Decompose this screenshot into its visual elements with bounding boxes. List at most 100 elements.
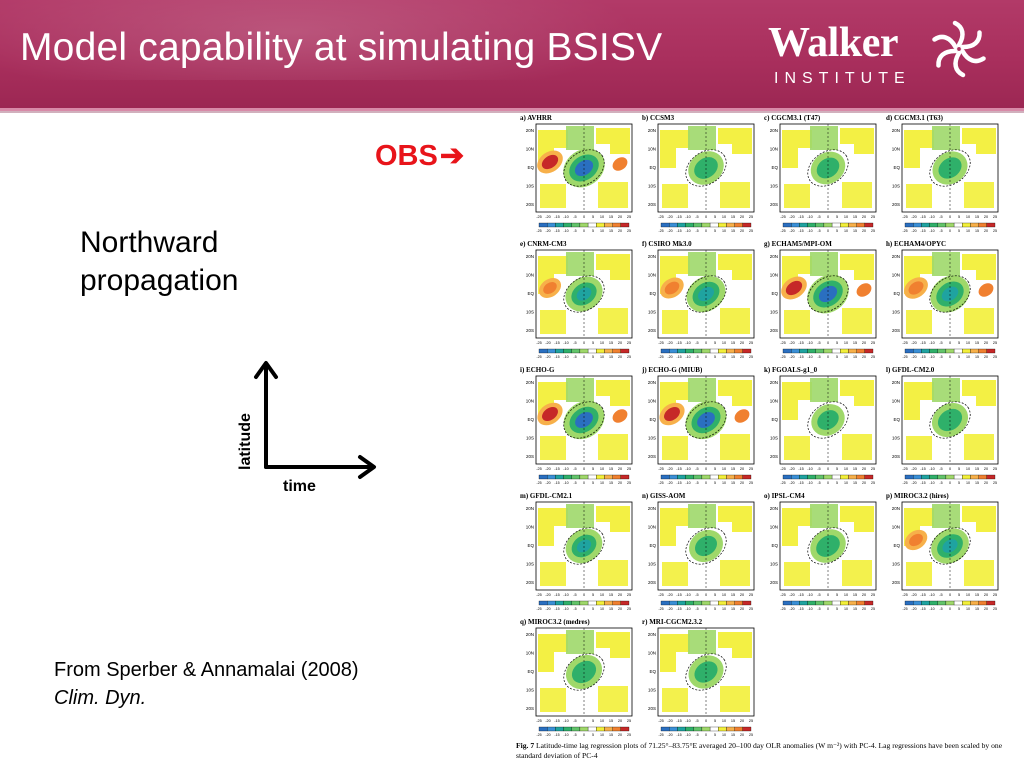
colorbar-tick: 10 bbox=[722, 607, 726, 611]
colorbar-tick: -20 bbox=[545, 355, 550, 359]
x-tick-label: -10 bbox=[563, 719, 569, 723]
y-tick-label: 20N bbox=[892, 380, 900, 385]
colorbar-tick: 20 bbox=[618, 229, 622, 233]
colorbar-swatch bbox=[620, 726, 630, 732]
colorbar-tick: -25 bbox=[536, 607, 541, 611]
yellow-patch bbox=[784, 436, 810, 460]
yellow-patch bbox=[598, 434, 628, 460]
colorbar-tick: -5 bbox=[695, 481, 698, 485]
colorbar-tick: 0 bbox=[583, 607, 585, 611]
obs-text: OBS bbox=[375, 140, 438, 172]
colorbar-tick: 10 bbox=[844, 481, 848, 485]
anomaly-mid bbox=[816, 157, 840, 179]
y-tick-label: EQ bbox=[649, 543, 656, 548]
y-tick-label: 20S bbox=[892, 202, 900, 207]
colorbar-tick: -15 bbox=[798, 229, 803, 233]
y-tick-label: 10S bbox=[526, 688, 534, 693]
y-tick-label: 20N bbox=[648, 632, 656, 637]
colorbar-tick: -5 bbox=[939, 607, 942, 611]
colorbar-swatch bbox=[660, 222, 670, 228]
x-tick-label: 0 bbox=[705, 719, 707, 723]
colorbar-swatch bbox=[978, 348, 987, 354]
x-tick-label: -25 bbox=[658, 719, 664, 723]
green-patch bbox=[688, 126, 716, 150]
colorbar-swatch bbox=[921, 222, 930, 228]
x-tick-label: 25 bbox=[627, 341, 631, 345]
x-tick-label: -5 bbox=[573, 719, 576, 723]
colorbar-swatch bbox=[904, 474, 914, 480]
x-tick-label: -5 bbox=[817, 341, 820, 345]
x-tick-label: 25 bbox=[871, 593, 875, 597]
yellow-patch bbox=[906, 562, 932, 586]
slide-header: Model capability at simulating BSISV Wal… bbox=[0, 0, 1024, 108]
yellow-patch bbox=[596, 506, 630, 532]
y-tick-label: 10N bbox=[526, 147, 534, 152]
x-tick-label: -15 bbox=[676, 341, 682, 345]
colorbar-tick: -5 bbox=[817, 481, 820, 485]
colorbar-tick: 25 bbox=[871, 229, 875, 233]
colorbar-tick: 15 bbox=[853, 229, 857, 233]
panel-6: 20N 10N EQ 10S 20S -25 -20 -15 -10 -5 0 5 10 15 20 25 -2… bbox=[640, 240, 755, 359]
colorbar-tick: -20 bbox=[667, 229, 672, 233]
y-tick-label: 10S bbox=[892, 184, 900, 189]
yellow-patch bbox=[842, 308, 872, 334]
colorbar-tick: 0 bbox=[705, 229, 707, 233]
yellow-patch bbox=[842, 434, 872, 460]
x-tick-label: -15 bbox=[554, 467, 560, 471]
y-tick-label: 20S bbox=[770, 202, 778, 207]
x-tick-label: -20 bbox=[667, 593, 673, 597]
y-tick-label: 20N bbox=[770, 380, 778, 385]
latitude-text: latitude bbox=[237, 413, 254, 470]
y-tick-label: 20N bbox=[526, 254, 534, 259]
colorbar-swatch bbox=[555, 474, 564, 480]
x-tick-label: 25 bbox=[993, 467, 997, 471]
colorbar-swatch bbox=[742, 726, 752, 732]
colorbar-tick: 20 bbox=[740, 607, 744, 611]
colorbar-tick: -10 bbox=[929, 355, 934, 359]
x-tick-label: -25 bbox=[780, 215, 786, 219]
x-tick-label: 10 bbox=[722, 341, 726, 345]
colorbar-tick: 5 bbox=[836, 481, 838, 485]
x-tick-label: -10 bbox=[929, 215, 935, 219]
x-tick-label: 25 bbox=[749, 467, 753, 471]
x-tick-label: 0 bbox=[583, 341, 585, 345]
colorbar-swatch bbox=[823, 222, 833, 228]
x-tick-label: 5 bbox=[592, 719, 594, 723]
colorbar-swatch bbox=[864, 348, 874, 354]
x-tick-label: -10 bbox=[929, 341, 935, 345]
warm-anomaly-right bbox=[856, 283, 872, 297]
colorbar-swatch bbox=[677, 726, 686, 732]
green-patch bbox=[566, 504, 594, 528]
obs-label: OBS➔ bbox=[375, 138, 464, 173]
colorbar-swatch bbox=[953, 222, 963, 228]
colorbar-tick: -5 bbox=[817, 355, 820, 359]
x-tick-label: 15 bbox=[731, 719, 735, 723]
logo-subtitle: INSTITUTE bbox=[774, 70, 911, 87]
colorbar-swatch bbox=[693, 348, 703, 354]
slide-title: Model capability at simulating BSISV bbox=[20, 26, 663, 69]
colorbar-tick: 10 bbox=[600, 229, 604, 233]
x-tick-label: 25 bbox=[749, 341, 753, 345]
colorbar-tick: 25 bbox=[627, 733, 631, 737]
colorbar-swatch bbox=[978, 600, 987, 606]
colorbar-tick: 0 bbox=[949, 355, 951, 359]
colorbar-swatch bbox=[986, 600, 996, 606]
yellow-patch bbox=[662, 436, 688, 460]
colorbar-swatch bbox=[823, 600, 833, 606]
colorbar-swatch bbox=[986, 474, 996, 480]
yellow-patch bbox=[840, 380, 874, 406]
x-tick-label: -25 bbox=[902, 215, 908, 219]
yellow-patch bbox=[782, 130, 812, 168]
x-tick-label: -15 bbox=[920, 215, 926, 219]
x-tick-label: 10 bbox=[966, 341, 970, 345]
panel-10: 20N 10N EQ 10S 20S -25 -20 -15 -10 -5 0 5 10 15 20 25 -2… bbox=[640, 366, 755, 485]
colorbar-swatch bbox=[563, 474, 572, 480]
colorbar-swatch bbox=[660, 474, 670, 480]
x-tick-label: 0 bbox=[583, 593, 585, 597]
citation: From Sperber & Annamalai (2008) Clim. Dy… bbox=[54, 656, 359, 712]
y-tick-label: 10N bbox=[892, 399, 900, 404]
colorbar-swatch bbox=[807, 600, 816, 606]
colorbar-tick: -15 bbox=[554, 607, 559, 611]
colorbar-tick: -10 bbox=[807, 229, 812, 233]
colorbar-swatch bbox=[807, 474, 816, 480]
